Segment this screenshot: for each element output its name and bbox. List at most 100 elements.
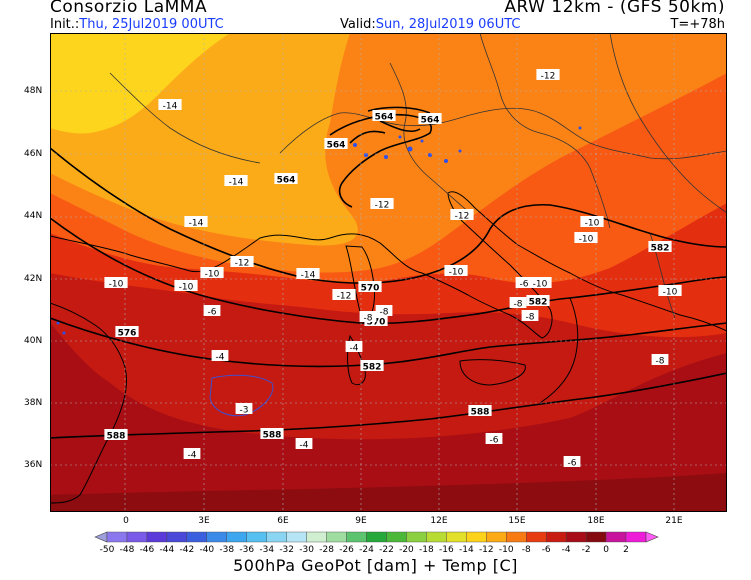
- lon-tick-label: 3E: [198, 516, 210, 526]
- colorbar-cell: [446, 531, 467, 543]
- geopotential-label-text: 582: [363, 363, 382, 373]
- colorbar-cell: [226, 531, 247, 543]
- colorbar-cell: [146, 531, 168, 543]
- colorbar-cell: [625, 531, 647, 543]
- colorbar-tick-label: -24: [359, 545, 374, 555]
- geopotential-label: 588: [468, 405, 492, 418]
- colorbar-cell: [346, 531, 367, 543]
- lon-tick-label: 21E: [665, 516, 683, 526]
- lat-tick-label: 42N: [24, 274, 43, 284]
- geopotential-label: 588: [260, 428, 284, 441]
- valid-time: Valid:Sun, 28Jul2019 06UTC: [340, 17, 520, 32]
- temperature-label-text: -6: [208, 308, 217, 318]
- temperature-label-text: -12: [375, 201, 390, 211]
- valid-value: Sun, 28Jul2019 06UTC: [375, 17, 521, 32]
- lat-tick-label: 36N: [24, 460, 43, 470]
- geopotential-label-text: 582: [529, 298, 548, 308]
- lakes: [56, 126, 582, 335]
- temperature-label: -14: [184, 216, 208, 229]
- temperature-label-text: -10: [585, 219, 600, 229]
- colorbar-low-arrow: [94, 531, 108, 543]
- colorbar-cell: [286, 531, 307, 543]
- lat-tick-label: 48N: [24, 86, 43, 96]
- colorbar-cell: [386, 531, 407, 543]
- map-frame: [50, 33, 727, 512]
- temperature-label: -12: [332, 289, 356, 302]
- lon-tick-label: 6E: [277, 516, 289, 526]
- temperature-label-text: -12: [541, 72, 556, 82]
- temperature-label: -10: [574, 232, 598, 245]
- colorbar-tick-label: -22: [379, 545, 394, 555]
- lat-tick-label: 38N: [24, 398, 43, 408]
- temperature-label-text: -14: [189, 219, 204, 229]
- isotherm-m3: [209, 374, 274, 417]
- temperature-label: -6: [203, 305, 221, 318]
- colorbar-tick-label: -10: [499, 545, 514, 555]
- geopotential-label: 582: [526, 295, 550, 308]
- temp-band-m16: [50, 33, 230, 134]
- colorbar-cell: [186, 531, 208, 543]
- colorbar-tick-label: -36: [239, 545, 254, 555]
- colorbar-tick-label: -20: [399, 545, 414, 555]
- temperature-label-text: -8: [656, 357, 665, 367]
- colorbar-tick-label: -46: [140, 545, 155, 555]
- temperature-label: -12: [370, 198, 394, 211]
- temperature-label-text: -14: [163, 102, 178, 112]
- geopotential-label-text: 564: [327, 141, 346, 151]
- temperature-label-text: -10: [533, 280, 548, 290]
- lon-tick-label: 12E: [430, 516, 448, 526]
- forecast-step: T=+78h: [670, 17, 725, 32]
- geopotential-label-text: 588: [471, 408, 490, 418]
- colorbar-tick-label: -48: [120, 545, 135, 555]
- temperature-label: -4: [211, 350, 229, 363]
- lon-tick-label: 9E: [355, 516, 367, 526]
- lon-tick-label: 15E: [508, 516, 526, 526]
- temperature-label-text: -10: [663, 288, 678, 298]
- geopotential-label: 564: [274, 173, 298, 186]
- colorbar-cell: [565, 531, 587, 543]
- colorbar-cell: [426, 531, 447, 543]
- lat-tick-label: 44N: [24, 211, 43, 221]
- temperature-label-text: -10: [109, 280, 124, 290]
- colorbar-cell: [266, 531, 287, 543]
- forecast-map: 564 564 564 564 570 570 576 582 582 582 588 588 588 -…: [50, 33, 727, 512]
- colorbar-cell: [206, 531, 227, 543]
- temperature-label-text: -4: [350, 344, 359, 354]
- valid-label: Valid:: [340, 17, 376, 32]
- colorbar-tick-label: -14: [459, 545, 474, 555]
- contour-labels: 564 564 564 564 570 570 576 582 582 582 588 588 588 -…: [104, 69, 682, 469]
- temperature-label-text: -8: [514, 300, 523, 310]
- temperature-label-text: -6: [490, 436, 499, 446]
- temperature-label: -10: [444, 265, 468, 278]
- colorbar-tick-label: -38: [219, 545, 234, 555]
- lon-tick-label: 18E: [587, 516, 605, 526]
- temperature-label: -10: [580, 216, 604, 229]
- temperature-label: -6: [563, 456, 581, 469]
- colorbar-tick-label: -26: [339, 545, 354, 555]
- colorbar-tick-label: -32: [279, 545, 294, 555]
- temperature-label: -6: [515, 277, 533, 290]
- colorbar-cell: [166, 531, 188, 543]
- colorbar-cell: [486, 531, 507, 543]
- temperature-label-text: -6: [520, 280, 529, 290]
- colorbar-cell: [366, 531, 387, 543]
- geopotential-label: 582: [360, 360, 384, 373]
- temperature-label-text: -6: [568, 459, 577, 469]
- colorbar-tick-label: -40: [199, 545, 214, 555]
- temperature-label: -12: [230, 256, 254, 269]
- geopotential-label: 576: [115, 326, 139, 339]
- temperature-label-text: -10: [205, 270, 220, 280]
- colorbar-tick-label: -44: [160, 545, 175, 555]
- temperature-label-text: -10: [579, 235, 594, 245]
- temperature-label: -8: [375, 305, 393, 318]
- temperature-label-text: -8: [364, 314, 373, 324]
- colorbar-high-arrow: [645, 531, 659, 543]
- title-model: ARW 12km - (GFS 50km): [504, 0, 725, 17]
- geopotential-label: 564: [418, 113, 442, 126]
- temperature-label-text: -4: [216, 353, 225, 363]
- temperature-label: -8: [651, 354, 669, 367]
- colorbar-cell: [605, 531, 627, 543]
- temperature-label-text: -4: [300, 441, 309, 451]
- geopotential-label-text: 582: [651, 244, 670, 254]
- temperature-label-text: -12: [455, 212, 470, 222]
